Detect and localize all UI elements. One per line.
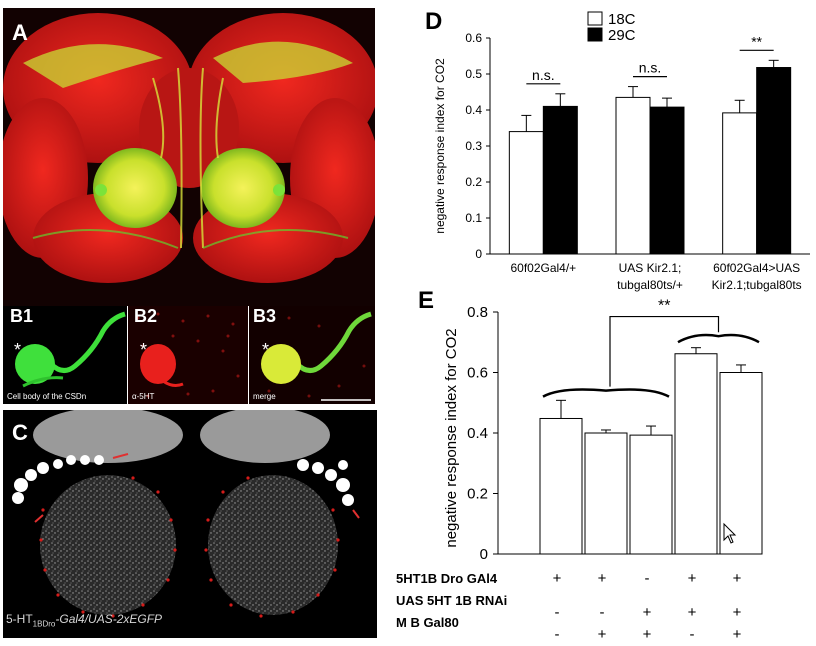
chart-e-genotype-label: 5HT1B Dro GAl4	[396, 571, 498, 586]
panel-c-image	[3, 410, 377, 638]
chart-d-significance-label: **	[751, 33, 762, 49]
chart-d-significance-label: n.s.	[639, 60, 662, 76]
chart-d-category-label: Kir2.1;tubgal80ts	[712, 278, 802, 292]
chart-d-category-label: 60f02Gal4/+	[510, 261, 576, 275]
chart-d-legend-label: 29C	[608, 27, 636, 44]
chart-e-genotype-sign: +	[733, 604, 742, 621]
chart-d-bar	[756, 67, 792, 255]
chart-e-ytick-label: 0	[480, 546, 488, 563]
chart-e-group-brace	[677, 333, 760, 344]
chart-d-legend-label: 18C	[608, 11, 636, 28]
chart-e-significance-bracket	[609, 315, 720, 387]
chart-d-legend-swatch	[587, 11, 603, 26]
chart-d-ylabel: negative response index for CO2	[433, 58, 447, 234]
panel-b1-label: B1	[10, 306, 34, 326]
chart-d-ytick-label: 0.6	[465, 31, 482, 45]
panel-c-caption: 5-HT1BDro-Gal4/UAS-2xEGFP	[6, 612, 162, 628]
panel-e-label: E	[418, 287, 435, 314]
chart-d-ytick-label: 0.2	[465, 175, 482, 189]
chart-e-bar	[674, 353, 718, 555]
panel-b3-caption: merge	[253, 392, 276, 401]
chart-d-significance-label: n.s.	[532, 67, 555, 83]
panel-b1-caption: Cell body of the CSDn	[7, 392, 87, 401]
chart-e-genotype-sign: -	[600, 604, 605, 621]
chart-e-genotype-sign: +	[643, 626, 652, 642]
chart-e-ylabel: negative response index for CO2	[443, 328, 460, 547]
panel-a-label: A	[12, 20, 28, 45]
chart-e-genotype-sign: -	[645, 570, 650, 587]
chart-e-genotype-label: UAS 5HT 1B RNAi	[396, 593, 507, 608]
chart-e-ytick-label: 0.4	[467, 425, 488, 442]
panel-b2-image	[128, 306, 248, 404]
chart-e-ytick-label: 0.6	[467, 365, 488, 382]
chart-d-legend-swatch	[587, 27, 603, 42]
chart-d-bar	[649, 106, 685, 255]
chart-d-category-label: UAS Kir2.1;	[619, 261, 682, 275]
chart-e-genotype-sign: +	[598, 570, 607, 587]
chart-e-genotype-sign: +	[598, 626, 607, 642]
panel-b2-label: B2	[134, 306, 158, 326]
panel-b3-asterisk: *	[262, 340, 270, 360]
panel-b3-image	[249, 306, 375, 404]
chart-d-ytick-label: 0.3	[465, 139, 482, 153]
panel-b1-asterisk: *	[14, 340, 22, 360]
panel-b2-caption: α-5HT	[132, 392, 155, 401]
chart-d-category-label: tubgal80ts/+	[617, 278, 683, 292]
chart-e-genotype-sign: +	[688, 604, 697, 621]
chart-e-significance-label: **	[658, 298, 670, 315]
panel-a-image	[3, 8, 375, 306]
chart-e-bar	[539, 417, 583, 555]
chart-e-genotype-sign: +	[553, 570, 562, 587]
chart-e-bar	[629, 434, 673, 555]
chart-e-genotype-label: M B Gal80	[396, 615, 459, 630]
chart-d-ytick-label: 0.5	[465, 67, 482, 81]
panel-c-caption-pre: 5-HT	[6, 612, 33, 626]
chart-e-genotype-sign: -	[555, 604, 560, 621]
chart-e-genotype-sign: -	[690, 626, 695, 642]
chart-e-group-brace	[542, 388, 670, 398]
chart-e-ytick-label: 0.2	[467, 486, 488, 503]
chart-d-category-label: 60f02Gal4>UAS	[713, 261, 800, 275]
panel-b2-asterisk: *	[140, 340, 148, 360]
panel-c-caption-sub: 1BDro	[32, 619, 56, 629]
chart-d-ytick-label: 0.4	[465, 103, 482, 117]
panel-d-label: D	[425, 8, 443, 35]
chart-d-ytick-label: 0.1	[465, 211, 482, 225]
chart-d-bar	[508, 131, 544, 255]
panel-c-caption-post: -Gal4/UAS-2xEGFP	[55, 612, 163, 626]
panel-b3-label: B3	[253, 306, 277, 326]
chart-e-genotype-sign: +	[688, 570, 697, 587]
panel-c-label: C	[12, 420, 28, 445]
chart-d: 0 0.1 0.2 0.3 0.4 0.5 0.6 negative response ind…	[433, 11, 810, 292]
chart-d-bar	[722, 112, 758, 255]
chart-e: 0 0.2 0.4 0.6 0.8 negative response index for…	[396, 298, 763, 642]
chart-e-genotype-sign: +	[733, 626, 742, 642]
chart-e-bar	[584, 432, 628, 555]
chart-d-bar	[542, 105, 578, 255]
chart-e-genotype-sign: +	[733, 570, 742, 587]
chart-d-ytick-label: 0	[475, 247, 482, 261]
chart-e-genotype-sign: -	[555, 626, 560, 642]
chart-d-bar	[615, 96, 651, 255]
panel-b1-image	[3, 306, 127, 404]
chart-e-genotype-sign: +	[643, 604, 652, 621]
mouse-cursor-icon	[723, 522, 737, 544]
chart-e-ytick-label: 0.8	[467, 304, 488, 321]
